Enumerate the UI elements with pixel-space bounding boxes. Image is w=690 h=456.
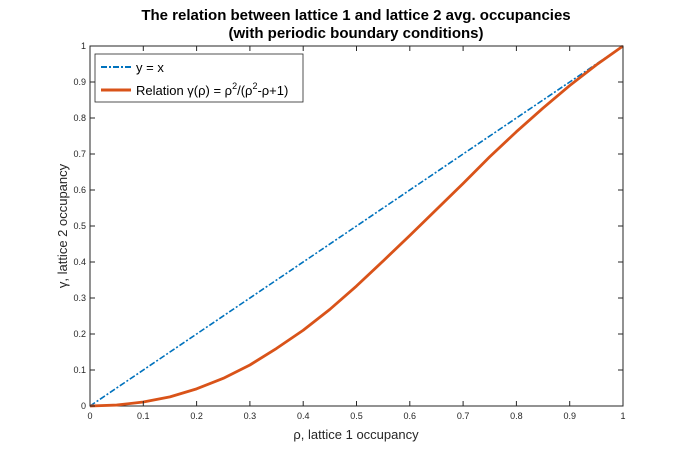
- legend-box: [94, 53, 304, 103]
- y-tick-label: 0.9: [73, 77, 86, 87]
- series-line-relation: [89, 44, 624, 408]
- x-tick-label: 1: [620, 411, 625, 421]
- x-tick-label: 0.5: [350, 411, 363, 421]
- x-tick-label: 0.2: [190, 411, 203, 421]
- y-tick-label: 0.1: [73, 365, 86, 375]
- x-tick-label: 0.7: [457, 411, 470, 421]
- x-tick-label: 0.6: [404, 411, 417, 421]
- x-tick-label: 0.1: [137, 411, 150, 421]
- y-tick-label: 0.7: [73, 149, 86, 159]
- chart-subtitle: (with periodic boundary conditions): [229, 25, 484, 42]
- chart-title: The relation between lattice 1 and latti…: [141, 7, 570, 24]
- y-tick-label: 0.2: [73, 329, 86, 339]
- x-tick-label: 0.9: [563, 411, 576, 421]
- plot-area: 0 0.1 0.2 0.3 0.4 0.5 0.6 0.7 0.8 0.9 1 0 0.1 0.2 0.3 0…: [73, 41, 625, 421]
- y-tick-label: 1: [81, 41, 86, 51]
- legend-label-relation: Relation γ(ρ) = ρ2/(ρ2-ρ+1): [136, 81, 288, 98]
- y-tick-label: 0.5: [73, 221, 86, 231]
- y-tick-label: 0.4: [73, 257, 86, 267]
- y-tick-label: 0.6: [73, 185, 86, 195]
- y-tick-label: 0.8: [73, 113, 86, 123]
- legend-label-identity: y = x: [136, 60, 164, 75]
- x-tick-label: 0: [87, 411, 92, 421]
- legend: y = x Relation γ(ρ) = ρ2/(ρ2-ρ+1): [94, 53, 304, 103]
- series-line-identity: [89, 45, 624, 407]
- y-tick-label: 0.3: [73, 293, 86, 303]
- y-tick-label: 0: [81, 401, 86, 411]
- x-axis-label: ρ, lattice 1 occupancy: [293, 427, 419, 442]
- x-tick-label: 0.4: [297, 411, 310, 421]
- x-tick-label: 0.8: [510, 411, 523, 421]
- x-tick-label: 0.3: [244, 411, 257, 421]
- y-axis-label: γ, lattice 2 occupancy: [55, 163, 70, 288]
- tick-layer: 0 0.1 0.2 0.3 0.4 0.5 0.6 0.7 0.8 0.9 1 0 0.1 0.2 0.3 0…: [73, 41, 625, 421]
- series-layer: [89, 44, 624, 408]
